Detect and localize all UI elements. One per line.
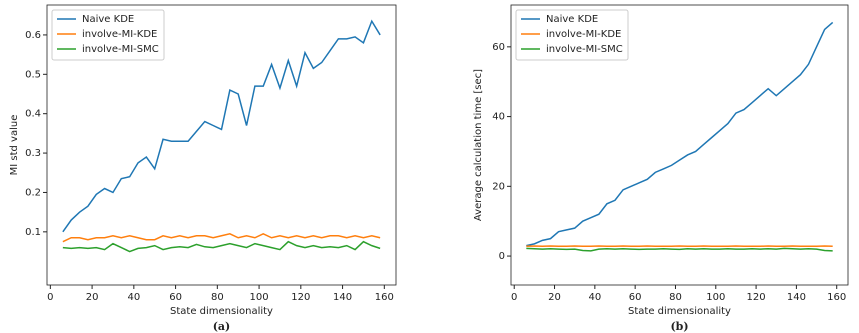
legend-label: involve-MI-KDE: [546, 29, 621, 40]
x-tick-label: 0: [511, 292, 517, 303]
y-tick-label: 0.6: [25, 30, 41, 41]
x-tick-label: 160: [827, 292, 846, 303]
y-tick-label: 0.5: [25, 69, 41, 80]
series-line: [62, 19, 381, 233]
plot-frame: [46, 4, 397, 286]
x-axis-label: State dimensionality: [628, 306, 731, 317]
x-tick-label: 20: [86, 292, 99, 303]
x-tick-label: 120: [747, 292, 766, 303]
legend-label: Naive KDE: [82, 14, 134, 25]
series-line: [62, 240, 381, 253]
x-tick-label: 160: [375, 292, 394, 303]
x-tick-label: 80: [669, 292, 682, 303]
y-tick-label: 0.3: [25, 148, 41, 159]
legend-box: [515, 9, 629, 61]
x-tick-label: 140: [787, 292, 806, 303]
y-tick-label: 40: [492, 112, 505, 123]
y-tick-label: 60: [492, 42, 505, 53]
legend-box: [51, 9, 165, 61]
legend-label: involve-MI-SMC: [546, 44, 623, 55]
x-tick-label: 100: [250, 292, 269, 303]
legend-label: involve-MI-SMC: [82, 44, 159, 55]
y-tick-label: 20: [492, 181, 505, 192]
y-axis-label: Average calculation time [sec]: [473, 69, 484, 221]
plot-frame: [510, 4, 849, 286]
chart: 0 20 40 60 80 100 120 140 160 0 20 40 60 Naive KDE inv…: [473, 4, 849, 333]
series-line: [62, 232, 381, 243]
y-tick-label: 0.4: [25, 109, 41, 120]
y-tick-label: 0.2: [25, 187, 41, 198]
x-tick-label: 0: [47, 292, 53, 303]
chart: 0 20 40 60 80 100 120 140 160 0.1 0.2 0.3 0.4 0.5 0.6 N…: [9, 4, 397, 333]
x-tick-label: 60: [629, 292, 642, 303]
y-axis-label: MI std value: [9, 115, 20, 176]
x-tick-label: 60: [169, 292, 182, 303]
x-tick-label: 120: [291, 292, 310, 303]
x-axis-label: State dimensionality: [170, 306, 273, 317]
x-tick-label: 40: [127, 292, 140, 303]
legend-label: Naive KDE: [546, 14, 598, 25]
y-tick-label: 0: [499, 251, 505, 262]
legend-label: involve-MI-KDE: [82, 29, 157, 40]
x-tick-label: 20: [548, 292, 561, 303]
series-line: [526, 21, 834, 247]
caption: (a): [213, 320, 231, 333]
x-tick-label: 100: [706, 292, 725, 303]
x-tick-label: 40: [588, 292, 601, 303]
x-tick-label: 80: [211, 292, 224, 303]
caption: (b): [670, 320, 688, 333]
x-tick-label: 140: [333, 292, 352, 303]
y-tick-label: 0.1: [25, 227, 41, 238]
series-line: [526, 247, 833, 252]
